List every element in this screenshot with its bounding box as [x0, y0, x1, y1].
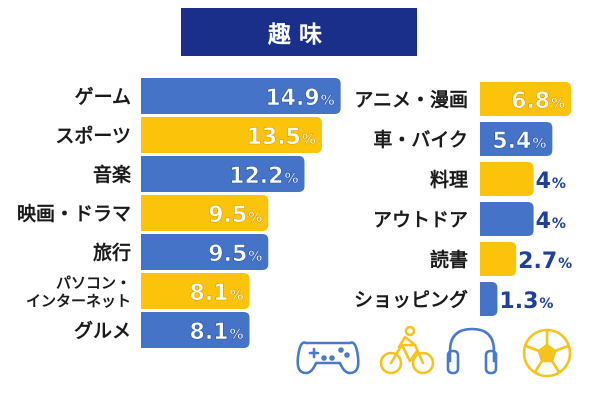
game-controller-icon	[296, 341, 360, 375]
value-label: 5.4%	[492, 129, 546, 154]
value-label: 4%	[536, 169, 566, 194]
category-label: 車・バイク	[373, 128, 468, 151]
value-label: 8.1%	[190, 281, 244, 306]
category-label: ショッピング	[354, 288, 468, 311]
value-label: 8.1%	[190, 320, 244, 345]
bar	[141, 234, 269, 270]
category-label: ゲーム	[75, 86, 131, 108]
category-label: 旅行	[93, 241, 131, 264]
soccer-ball-icon	[522, 328, 572, 378]
bar	[141, 195, 269, 231]
title-background	[181, 8, 417, 56]
bar	[480, 282, 498, 316]
left-bar-chart: ゲーム 14.9% スポーツ 13.5% 音楽 12.2% 映画・ドラマ 9.5% 旅行 9.5%…	[17, 78, 341, 348]
bar	[141, 273, 250, 309]
bar	[480, 122, 553, 156]
category-label: 読書	[430, 248, 468, 271]
value-label: 9.5%	[208, 242, 262, 267]
bar	[141, 117, 322, 153]
value-label: 1.3%	[499, 289, 553, 314]
value-label: 4%	[536, 209, 566, 234]
bar	[480, 202, 534, 236]
category-label: 映画・ドラマ	[17, 203, 131, 225]
category-label: アウトドア	[373, 209, 468, 231]
icon-row	[296, 325, 572, 378]
value-label: 13.5%	[247, 125, 316, 150]
cyclist-icon	[379, 325, 435, 375]
category-label: 料理	[430, 168, 468, 191]
category-label: スポーツ	[55, 124, 131, 147]
category-label: インターネット	[26, 292, 131, 310]
value-label: 6.8%	[511, 89, 565, 114]
title-banner: 趣味	[181, 8, 417, 56]
value-label: 2.7%	[518, 249, 572, 274]
value-label: 9.5%	[208, 203, 262, 228]
bar	[141, 156, 305, 192]
right-bar-chart: アニメ・漫画 6.8% 車・バイク 5.4% 料理 4% アウトドア 4% 読書 2.7% ショッピ…	[354, 82, 572, 316]
value-label: 12.2%	[229, 164, 298, 189]
chart-title: 趣味	[267, 22, 330, 48]
category-label: パソコン・	[56, 274, 131, 292]
headphones-icon	[446, 327, 498, 375]
category-label: 音楽	[93, 163, 132, 186]
bar	[480, 162, 534, 196]
category-label: アニメ・漫画	[354, 89, 468, 111]
value-label: 14.9%	[265, 86, 334, 111]
bar	[141, 312, 250, 348]
bar	[141, 78, 341, 114]
bar	[480, 242, 517, 276]
category-label: グルメ	[74, 319, 131, 342]
bar	[480, 82, 572, 116]
